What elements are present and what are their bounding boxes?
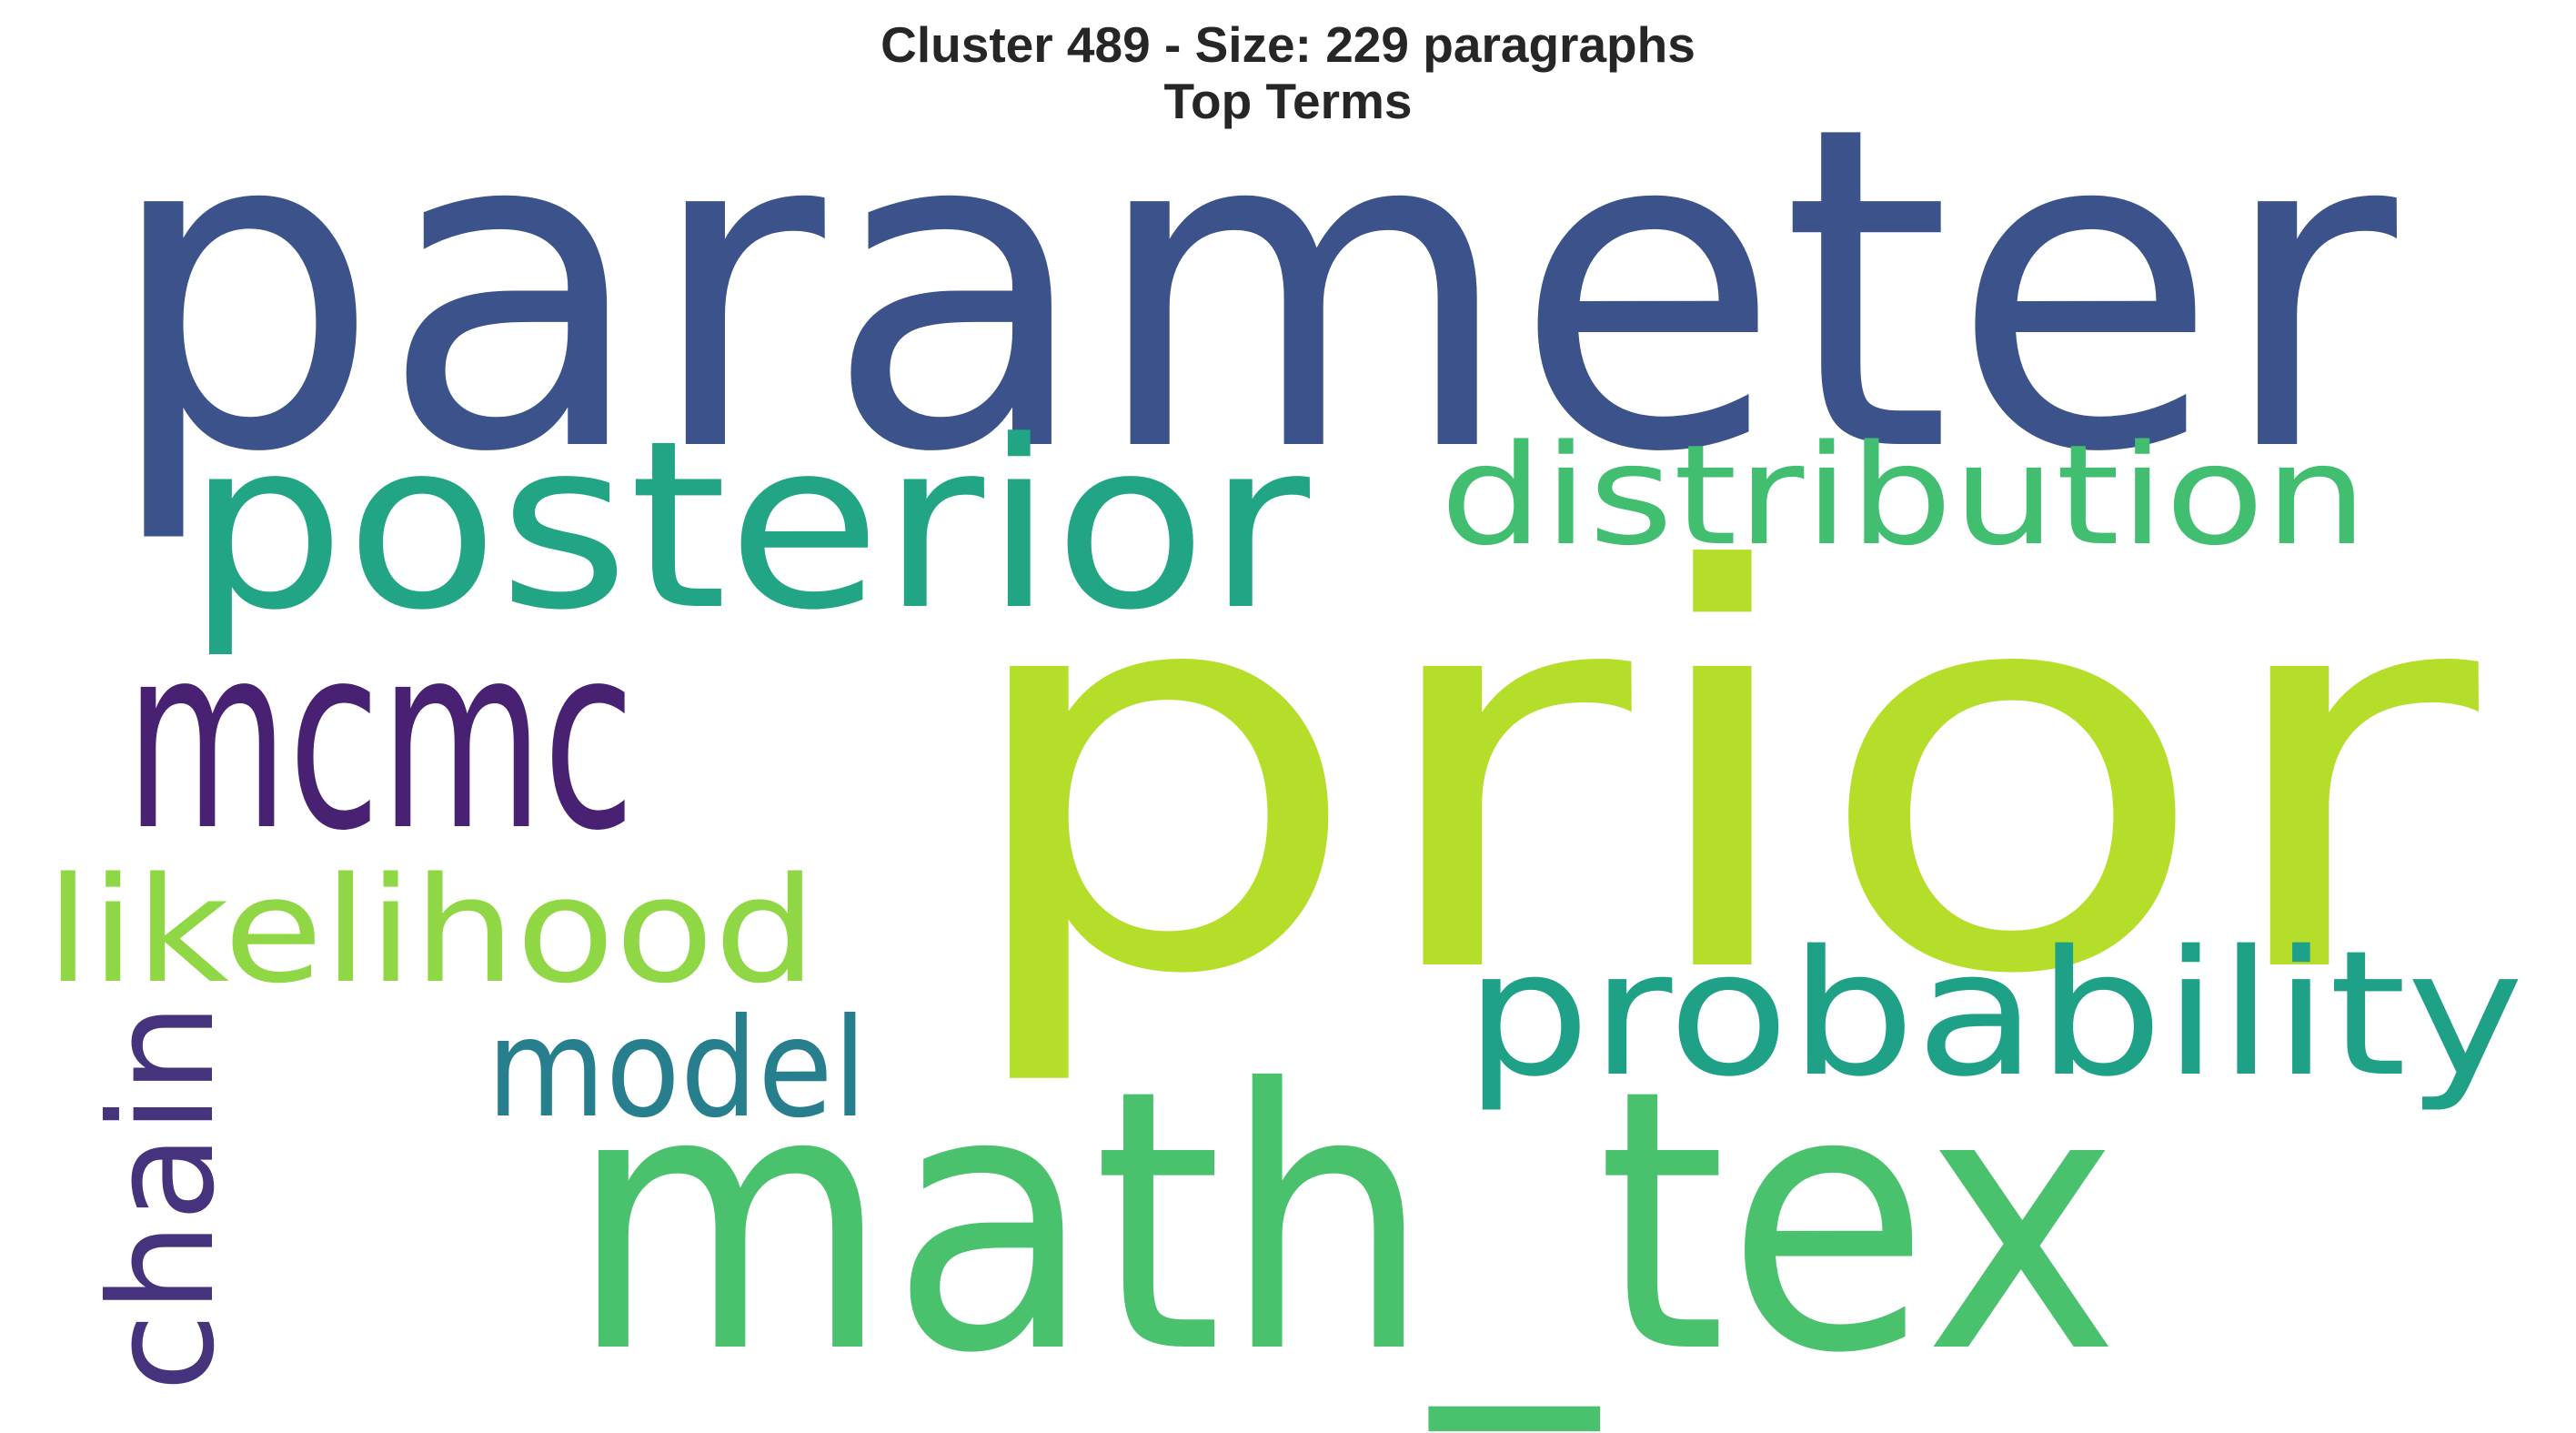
title-line-1: Cluster 489 - Size: 229 paragraphs (880, 16, 1696, 73)
word-probability: probability (1464, 913, 2524, 1115)
word-posterior: posterior (186, 391, 1310, 661)
word-chain: chain (79, 1003, 247, 1392)
word-mcmc: mcmc (126, 590, 635, 887)
word-math-tex: math_tex (569, 1014, 2119, 1433)
figure-title: Cluster 489 - Size: 229 paragraphs Top T… (0, 16, 2576, 129)
title-line-2: Top Terms (1163, 73, 1413, 129)
word-parameter: parameter (105, 33, 2401, 550)
word-model: model (487, 990, 867, 1148)
word-likelihood: likelihood (45, 845, 817, 1015)
word-distribution: distribution (1440, 415, 2368, 576)
word-prior: prior (951, 458, 2486, 1094)
